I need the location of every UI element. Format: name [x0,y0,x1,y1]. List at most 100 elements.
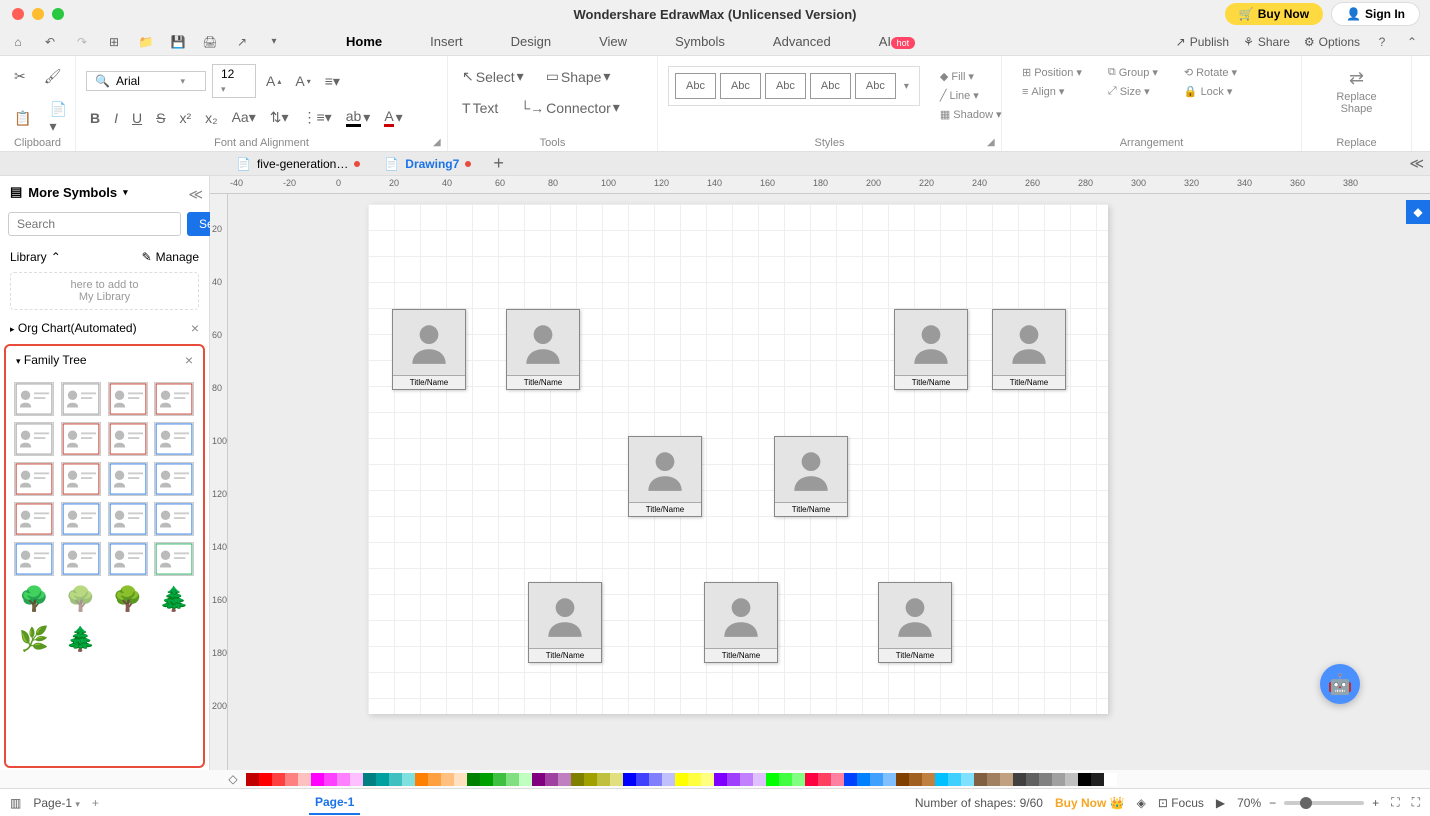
page-layout-icon[interactable]: ▥ [10,796,21,810]
close-category-icon[interactable]: × [191,320,199,336]
tab-design[interactable]: Design [503,30,559,53]
export-icon[interactable]: ↗ [234,34,250,50]
buy-now-link[interactable]: Buy Now 👑 [1055,796,1125,810]
shape-thumbnail[interactable] [14,382,54,416]
format-painter-icon[interactable]: 🖌 [40,64,66,89]
focus-button[interactable]: ⊡ Focus [1158,796,1204,810]
color-swatch[interactable] [428,773,441,786]
color-swatch[interactable] [1026,773,1039,786]
category-org-chart[interactable]: ▸ Org Chart(Automated) × [0,314,209,342]
highlight-icon[interactable]: ab▾ [342,104,375,131]
format-pane-toggle[interactable]: ◆ [1406,200,1430,224]
shape-thumbnail[interactable] [61,542,101,576]
color-swatch[interactable] [441,773,454,786]
publish-button[interactable]: ↗Publish [1176,35,1229,49]
person-card[interactable]: Title/Name [992,309,1066,390]
shape-thumbnail[interactable] [108,422,148,456]
style-swatch-3[interactable]: Abc [765,73,806,99]
person-card[interactable]: Title/Name [774,436,848,517]
tree-shape-thumbnail[interactable]: 🌲 [61,622,101,656]
search-input[interactable] [8,212,181,236]
shape-thumbnail[interactable] [154,382,194,416]
color-swatch[interactable] [246,773,259,786]
person-card[interactable]: Title/Name [506,309,580,390]
color-swatch[interactable] [1000,773,1013,786]
person-card[interactable]: Title/Name [704,582,778,663]
color-swatch[interactable] [948,773,961,786]
strikethrough-icon[interactable]: S [152,106,169,130]
doc-tab-1[interactable]: 📄 five-generation… [224,155,372,173]
color-swatch[interactable] [389,773,402,786]
color-swatch[interactable] [623,773,636,786]
zoom-value[interactable]: 70% [1237,796,1261,810]
styles-more-icon[interactable]: ▾ [900,81,913,92]
color-swatch[interactable] [1091,773,1104,786]
new-icon[interactable]: ⊞ [106,34,122,50]
position-button[interactable]: ⊞ Position▾ [1018,64,1086,81]
close-window-button[interactable] [12,8,24,20]
manage-button[interactable]: ✎Manage [142,250,199,264]
color-swatch[interactable] [922,773,935,786]
line-button[interactable]: ╱ Line▾ [936,87,1006,104]
zoom-slider[interactable] [1284,801,1364,805]
color-swatch[interactable] [363,773,376,786]
tab-symbols[interactable]: Symbols [667,30,733,53]
print-icon[interactable]: 🖨 [202,34,218,50]
color-swatch[interactable] [766,773,779,786]
tab-insert[interactable]: Insert [422,30,471,53]
color-swatch[interactable] [714,773,727,786]
color-swatch[interactable] [792,773,805,786]
maximize-window-button[interactable] [52,8,64,20]
size-button[interactable]: ⤢ Size▾ [1104,83,1162,100]
add-tab-button[interactable]: + [483,153,514,174]
shape-thumbnail[interactable] [154,422,194,456]
color-swatch[interactable] [688,773,701,786]
shape-thumbnail[interactable] [61,462,101,496]
tab-ai[interactable]: AI hot [871,30,923,53]
my-library-hint[interactable]: here to add to My Library [10,272,199,310]
sidebar-collapse-icon[interactable]: ≪ [188,186,203,203]
connector-tool[interactable]: └→ Connector▾ [516,95,624,120]
zoom-out-button[interactable]: − [1269,796,1276,810]
color-swatch[interactable] [909,773,922,786]
color-swatch[interactable] [259,773,272,786]
color-swatch[interactable] [558,773,571,786]
assistant-chat-button[interactable]: 🤖 [1320,664,1360,704]
replace-shape-button[interactable]: ⇄ Replace Shape [1332,64,1380,119]
undo-icon[interactable]: ↶ [42,34,58,50]
tree-shape-thumbnail[interactable]: 🌿 [14,622,54,656]
color-swatch[interactable] [987,773,1000,786]
color-swatch[interactable] [454,773,467,786]
color-swatch[interactable] [272,773,285,786]
color-swatch[interactable] [1052,773,1065,786]
redo-icon[interactable]: ↷ [74,34,90,50]
tab-advanced[interactable]: Advanced [765,30,839,53]
presentation-icon[interactable]: ▶ [1216,796,1225,810]
text-tool[interactable]: T Text [458,96,502,120]
color-swatch[interactable] [415,773,428,786]
bullets-icon[interactable]: ⋮≡▾ [299,105,336,130]
color-swatch[interactable] [571,773,584,786]
color-swatch[interactable] [532,773,545,786]
shape-thumbnail[interactable] [14,502,54,536]
tab-home[interactable]: Home [338,30,390,53]
color-swatch[interactable] [1078,773,1091,786]
color-swatch[interactable] [636,773,649,786]
line-spacing-icon[interactable]: ⇅▾ [266,105,293,130]
open-icon[interactable]: 📁 [138,34,154,50]
color-swatch[interactable] [545,773,558,786]
qat-dropdown-icon[interactable]: ▾ [266,34,282,50]
save-icon[interactable]: 💾 [170,34,186,50]
color-swatch[interactable] [285,773,298,786]
color-swatch[interactable] [727,773,740,786]
shape-thumbnail[interactable] [14,422,54,456]
fit-page-icon[interactable]: ⛶ [1391,795,1399,810]
fill-button[interactable]: ◆ Fill▾ [936,68,1006,85]
color-swatch[interactable] [844,773,857,786]
color-swatch[interactable] [298,773,311,786]
color-swatch[interactable] [519,773,532,786]
style-swatch-5[interactable]: Abc [855,73,896,99]
align-button[interactable]: ≡ Align▾ [1018,83,1086,100]
color-swatch[interactable] [753,773,766,786]
align-icon[interactable]: ≡▾ [321,69,344,94]
